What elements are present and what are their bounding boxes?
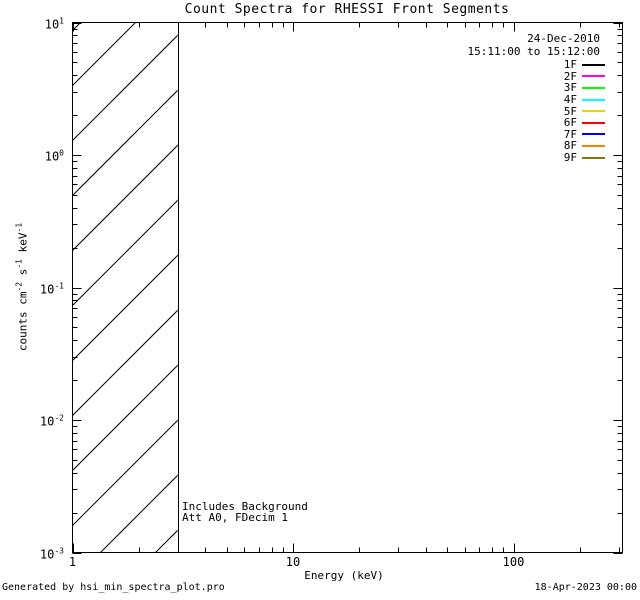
observation-interval: 15:11:00 to 15:12:00 bbox=[467, 45, 600, 58]
x-axis-ticks bbox=[73, 22, 620, 553]
plot-frame bbox=[72, 22, 623, 553]
y-axis-ticks bbox=[72, 23, 623, 554]
y-axis-title-text: keV bbox=[16, 232, 30, 259]
legend-color-swatch bbox=[582, 110, 605, 113]
y-axis-title-exponent: -1 bbox=[14, 259, 24, 269]
y-axis-title-text: s bbox=[16, 268, 30, 282]
legend-label: 6F bbox=[563, 116, 577, 130]
legend-color-swatch bbox=[582, 63, 605, 66]
legend-item-6f: 6F bbox=[564, 117, 605, 129]
legend-label: 3F bbox=[563, 81, 577, 95]
legend-label: 1F bbox=[563, 58, 577, 72]
y-tick-label-1e-2: 10-2 bbox=[4, 413, 64, 428]
legend-item-4f: 4F bbox=[564, 94, 605, 106]
x-tick-label-1: 1 bbox=[68, 555, 77, 569]
y-tick-exponent: 1 bbox=[59, 16, 64, 25]
legend-label: 4F bbox=[563, 93, 577, 107]
y-tick-base: 10 bbox=[39, 547, 55, 561]
legend-item-3f: 3F bbox=[564, 82, 605, 94]
legend-color-swatch bbox=[582, 86, 605, 89]
y-tick-exponent: -1 bbox=[54, 281, 64, 290]
render-timestamp: 18-Apr-2023 00:00 bbox=[534, 582, 637, 593]
legend-label: 5F bbox=[563, 104, 577, 118]
legend-color-swatch bbox=[582, 121, 605, 124]
legend-color-swatch bbox=[582, 133, 605, 136]
legend-color-swatch bbox=[582, 75, 605, 78]
y-tick-exponent: -2 bbox=[54, 413, 64, 423]
annotation-line-attenuator: Att A0, FDecim 1 bbox=[182, 511, 288, 524]
x-tick-label-10: 10 bbox=[285, 555, 301, 569]
plot-annotation: Includes Background Att A0, FDecim 1 bbox=[182, 501, 308, 523]
y-tick-base: 10 bbox=[44, 17, 60, 31]
hatch-lines bbox=[72, 22, 178, 553]
legend-item-8f: 8F bbox=[564, 140, 605, 152]
y-tick-label-1e-3: 10-3 bbox=[4, 545, 64, 560]
y-axis-title-exponent: -1 bbox=[14, 222, 24, 233]
y-tick-label-1e-1: 10-1 bbox=[4, 280, 64, 295]
generated-by-text: Generated by hsi_min_spectra_plot.pro bbox=[2, 582, 225, 593]
annotation-line-background: Includes Background bbox=[182, 500, 308, 513]
legend-item-2f: 2F bbox=[564, 71, 605, 83]
legend-color-swatch bbox=[582, 98, 605, 101]
y-axis-title-exponent: -2 bbox=[14, 281, 24, 292]
y-tick-label-1e0: 100 bbox=[4, 148, 64, 163]
legend-label: 8F bbox=[563, 139, 577, 153]
chart-title: Count Spectra for RHESSI Front Segments bbox=[184, 2, 510, 17]
legend-item-1f: 1F bbox=[564, 59, 605, 71]
legend-color-swatch bbox=[582, 156, 605, 159]
observation-date: 24-Dec-2010 bbox=[527, 32, 600, 45]
x-tick-label-100: 100 bbox=[502, 555, 525, 569]
y-tick-base: 10 bbox=[39, 282, 55, 296]
legend-label: 9F bbox=[563, 151, 577, 165]
y-tick-base: 10 bbox=[44, 149, 60, 164]
y-axis-title-text: counts cm bbox=[16, 291, 30, 352]
y-axis-title: counts cm-2 s-1 keV-1 bbox=[15, 223, 30, 351]
legend-color-swatch bbox=[582, 144, 605, 147]
y-tick-base: 10 bbox=[39, 414, 55, 429]
x-axis-title: Energy (keV) bbox=[304, 569, 384, 582]
legend-label: 7F bbox=[563, 127, 577, 141]
legend-item-9f: 9F bbox=[564, 152, 605, 164]
legend-item-7f: 7F bbox=[564, 129, 605, 141]
legend-item-5f: 5F bbox=[564, 105, 605, 117]
legend-label: 2F bbox=[563, 69, 577, 83]
y-tick-exponent: -3 bbox=[54, 546, 64, 555]
legend: 1F 2F 3F 4F 5F 6F 7F 8F 9F bbox=[564, 59, 605, 163]
y-tick-exponent: 0 bbox=[59, 148, 64, 158]
y-tick-label-1e1: 101 bbox=[4, 15, 64, 30]
